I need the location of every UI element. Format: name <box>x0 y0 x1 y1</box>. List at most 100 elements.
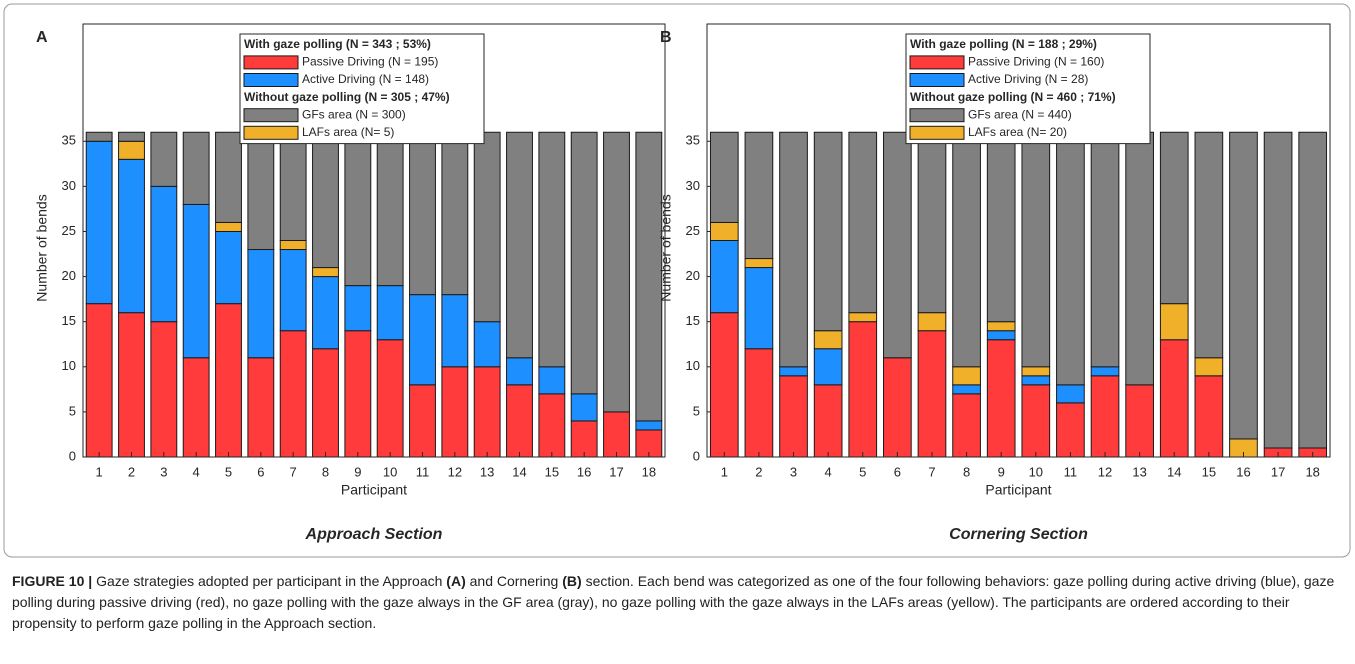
bar-segment <box>1125 131 1154 386</box>
y-tick-label: 5 <box>69 403 76 418</box>
bar-segment <box>709 240 739 314</box>
x-tick-label: 1 <box>721 464 728 479</box>
bar-segment <box>1194 131 1224 359</box>
x-tick-label: 14 <box>512 464 526 479</box>
bar-segment <box>441 131 469 296</box>
legend-box <box>239 33 485 145</box>
y-tick-label: 35 <box>686 133 700 148</box>
bar-segment <box>279 249 307 332</box>
bar-segment <box>215 131 242 223</box>
bar-segment <box>1159 303 1189 341</box>
plot-box <box>706 23 1331 458</box>
bar-segment <box>1056 402 1085 458</box>
caption-bold: FIGURE 10 | <box>12 573 93 589</box>
bar-segment <box>917 131 947 314</box>
bar-segment <box>247 249 275 359</box>
section-title: Approach Section <box>305 526 443 543</box>
bar-segment <box>150 131 178 187</box>
bar-segment <box>150 185 178 323</box>
bar-segment <box>709 221 739 241</box>
bar-segment <box>744 267 774 350</box>
bar-segment <box>1021 384 1051 458</box>
bar-segment <box>312 131 339 269</box>
bar-segment <box>409 294 436 386</box>
legend-swatch <box>909 55 965 70</box>
bar-segment <box>848 312 878 323</box>
bar-segment <box>952 393 981 458</box>
caption-text: and Cornering <box>465 573 563 589</box>
y-tick-label: 15 <box>62 313 76 328</box>
x-tick-label: 12 <box>1098 464 1112 479</box>
y-tick-label: 20 <box>686 268 700 283</box>
bar-segment <box>779 366 808 377</box>
x-tick-label: 15 <box>545 464 559 479</box>
bar-segment <box>118 158 145 314</box>
y-tick-label: 25 <box>62 223 76 238</box>
bar-segment <box>986 321 1016 332</box>
x-tick-label: 13 <box>480 464 494 479</box>
bar-segment <box>215 303 242 458</box>
y-tick-label: 10 <box>686 358 700 373</box>
bar-segment <box>1194 357 1224 377</box>
y-tick-label: 35 <box>62 133 76 148</box>
caption-text: section. Each bend was categorized as on… <box>12 573 1335 631</box>
bar-segment <box>1159 339 1189 458</box>
bar-segment <box>635 131 663 422</box>
caption: FIGURE 10 | Gaze strategies adopted per … <box>12 571 1337 634</box>
x-tick-label: 2 <box>128 464 135 479</box>
bar-segment <box>1090 375 1120 458</box>
bar-segment <box>118 140 145 160</box>
x-tick-label: 15 <box>1202 464 1216 479</box>
bar-segment <box>744 131 774 260</box>
legend-swatch <box>243 108 299 123</box>
bar-segment <box>1229 131 1258 440</box>
legend-label: Passive Driving (N = 195) <box>302 55 438 69</box>
bar-segment <box>215 221 242 232</box>
x-tick-label: 7 <box>928 464 935 479</box>
x-tick-label: 11 <box>1064 464 1078 479</box>
x-tick-label: 13 <box>1132 464 1146 479</box>
bar-segment <box>744 348 774 458</box>
legend-label: LAFs area (N= 20) <box>968 125 1067 139</box>
x-tick-label: 6 <box>894 464 901 479</box>
x-tick-label: 14 <box>1167 464 1181 479</box>
legend-label: Active Driving (N = 148) <box>302 72 429 86</box>
bar-segment <box>118 131 145 142</box>
legend-header: With gaze polling (N = 188 ; 29%) <box>910 37 1097 51</box>
x-tick-label: 17 <box>1271 464 1285 479</box>
bar-segment <box>1298 131 1328 449</box>
bar-segment <box>1159 131 1189 305</box>
bar-segment <box>1056 131 1085 386</box>
x-tick-label: 7 <box>290 464 297 479</box>
bar-segment <box>538 131 566 368</box>
bar-segment <box>473 131 501 323</box>
bar-segment <box>247 131 275 251</box>
x-tick-label: 10 <box>1029 464 1043 479</box>
y-tick-label: 5 <box>693 403 700 418</box>
x-tick-label: 17 <box>609 464 623 479</box>
x-axis-label: Participant <box>985 482 1051 498</box>
x-tick-label: 3 <box>160 464 167 479</box>
legend-label: Passive Driving (N = 160) <box>968 55 1104 69</box>
y-tick-label: 30 <box>686 178 700 193</box>
bar-segment <box>917 312 947 332</box>
bar-segment <box>376 131 404 287</box>
section-title: Cornering Section <box>949 526 1088 543</box>
bar-segment <box>709 131 739 223</box>
bar-segment <box>603 411 630 458</box>
y-tick-label: 30 <box>62 178 76 193</box>
bar-segment <box>279 240 307 251</box>
bar-segment <box>1194 375 1224 458</box>
y-axis-label: Number of bends <box>34 194 50 301</box>
legend-swatch <box>243 125 299 140</box>
bar-segment <box>409 384 436 458</box>
x-axis-label: Participant <box>341 482 407 498</box>
bar-segment <box>473 321 501 368</box>
bar-segment <box>506 384 533 458</box>
caption-bold: (A) <box>446 573 466 589</box>
panel-label: B <box>660 29 672 46</box>
bar-segment <box>986 339 1016 458</box>
legend-swatch <box>909 73 965 87</box>
y-tick-label: 25 <box>686 223 700 238</box>
bar-segment <box>312 276 339 350</box>
